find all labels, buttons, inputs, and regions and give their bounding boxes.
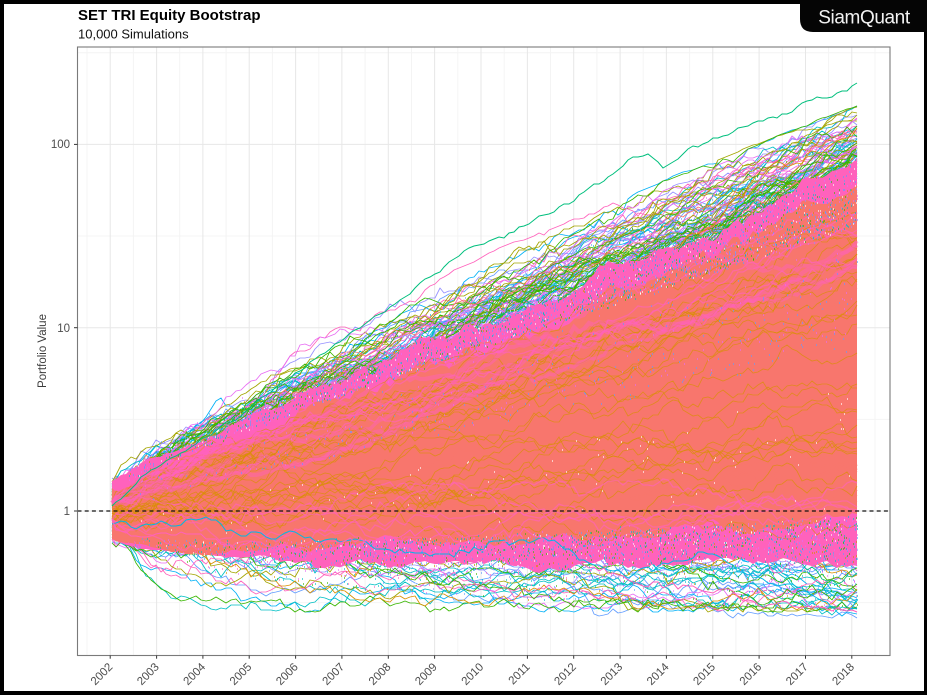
svg-text:10: 10: [57, 323, 70, 335]
svg-text:SET TRI Equity Bootstrap: SET TRI Equity Bootstrap: [78, 7, 261, 24]
svg-text:10,000 Simulations: 10,000 Simulations: [78, 27, 189, 42]
svg-text:SiamQuant: SiamQuant: [818, 8, 911, 29]
svg-text:Portfolio Value: Portfolio Value: [37, 314, 49, 388]
svg-text:100: 100: [51, 139, 70, 151]
svg-text:1: 1: [64, 506, 70, 518]
